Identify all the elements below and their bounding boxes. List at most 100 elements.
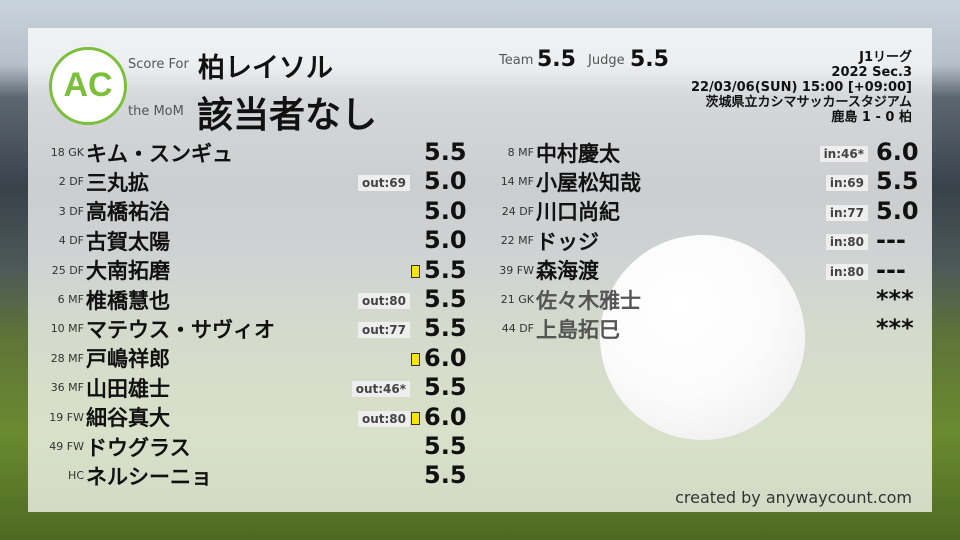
player-score: 5.5 [424,255,467,284]
player-name: 森海渡 [536,259,599,284]
substitution-badge: in:80 [825,263,868,280]
player-position: 49 FW [49,440,84,453]
team-score: 5.5 [537,47,576,72]
player-row: 19 FW 細谷真大 [28,403,170,432]
player-name: 大南拓磨 [86,259,170,284]
venue: 茨城県立カシマサッカースタジアム [705,95,912,110]
player-score: 5.0 [424,196,467,225]
player-score: 5.0 [424,167,467,196]
player-position: 24 DF [501,204,534,218]
player-row: 18 GK キム・スンギュ [28,138,233,167]
player-name: 椎橋慧也 [86,288,170,313]
player-row: 44 DF 上島拓巳 [478,314,620,343]
player-name: 三丸拡 [86,170,149,195]
player-name: ドッジ [536,229,599,254]
credit: created by anywaycount.com [675,488,912,507]
player-score: 5.5 [424,461,467,490]
player-row: HC ネルシーニョ [28,461,212,490]
score-panel [28,28,932,512]
player-row: 24 DF 川口尚紀 [478,197,620,226]
player-score: 5.5 [876,167,919,196]
player-score: *** [876,285,914,313]
player-score: 6.0 [424,343,467,372]
team-name: 柏レイソル [198,53,333,84]
player-position: HC [68,469,84,483]
player-position: 44 DF [501,322,534,336]
score-for-label: Score For [128,57,189,72]
player-name: マテウス・サヴィオ [86,317,275,342]
substitution-badge: out:46* [351,381,410,398]
player-score: 5.5 [424,373,467,402]
result: 鹿島 1 - 0 柏 [831,110,912,125]
judge-score: 5.5 [630,47,669,72]
player-score: 5.5 [424,432,467,460]
player-score: 6.0 [876,138,919,166]
player-row: 3 DF 高橋祐治 [28,197,170,226]
player-row: 49 FW ドウグラス [28,432,191,461]
player-position: 39 FW [499,263,534,277]
substitution-badge: in:69 [825,175,868,192]
player-score: --- [876,226,906,255]
player-position: 4 DF [58,234,84,248]
player-position: 8 MF [507,146,534,159]
player-name: ドウグラス [86,435,191,460]
player-name: 山田雄士 [86,376,170,401]
player-position: 3 DF [58,204,84,218]
player-position: 36 MF [50,381,84,395]
player-row: 21 GK 佐々木雅士 [478,285,641,314]
player-score: *** [876,314,914,343]
competition: J1リーグ [859,50,912,65]
yellow-card-icon [411,352,420,366]
player-score: 5.5 [424,138,467,166]
player-score: --- [876,255,906,284]
player-name: 高橋祐治 [86,200,170,225]
datetime: 22/03/06(SUN) 15:00 [+09:00] [690,80,912,95]
player-row: 14 MF 小屋松知哉 [478,167,641,196]
yellow-card-icon [411,411,420,425]
player-name: 古賀太陽 [86,229,170,254]
substitution-badge: in:46* [819,146,868,162]
mom-label: the MoM [128,104,184,119]
player-row: 22 MF ドッジ [478,226,599,255]
player-row: 39 FW 森海渡 [478,256,599,285]
player-position: 19 FW [49,410,84,424]
player-score: 5.0 [424,226,467,255]
substitution-badge: in:77 [825,204,868,221]
player-name: 戸嶋祥郎 [86,347,170,372]
yellow-card-icon [411,264,420,278]
logo-text: AC [63,66,113,104]
player-name: 上島拓巳 [536,317,620,342]
player-name: 佐々木雅士 [536,288,641,313]
player-position: 6 MF [57,293,84,306]
substitution-badge: out:80 [357,410,410,427]
player-position: 2 DF [58,175,84,189]
player-name: ネルシーニョ [86,464,212,489]
judge-label: Judge [588,53,625,68]
player-position: 25 DF [51,263,84,277]
player-name: 川口尚紀 [536,200,620,225]
substitution-badge: out:69 [357,175,410,192]
anywaycount-logo: AC [49,47,127,125]
player-position: 21 GK [500,293,534,306]
player-row: 8 MF 中村慶太 [478,138,620,167]
player-score: 5.0 [876,196,919,225]
player-name: 中村慶太 [536,141,620,166]
player-row: 10 MF マテウス・サヴィオ [28,314,275,343]
player-position: 22 MF [500,234,534,248]
player-row: 36 MF 山田雄士 [28,373,170,402]
team-label: Team [499,53,534,68]
player-position: 10 MF [50,322,84,336]
player-score: 6.0 [424,402,467,431]
substitution-badge: out:80 [357,293,410,309]
player-name: 小屋松知哉 [536,170,641,195]
substitution-badge: out:77 [357,322,410,339]
match-info: J1リーグ 2022 Sec.3 22/03/06(SUN) 15:00 [+0… [691,50,912,125]
substitution-badge: in:80 [825,234,868,251]
player-row: 2 DF 三丸拡 [28,167,149,196]
player-position: 18 GK [50,146,84,159]
player-score: 5.5 [424,314,467,343]
player-row: 6 MF 椎橋慧也 [28,285,170,314]
player-name: 細谷真大 [86,406,170,431]
mom-value: 該当者なし [197,95,378,136]
player-position: 14 MF [500,175,534,189]
